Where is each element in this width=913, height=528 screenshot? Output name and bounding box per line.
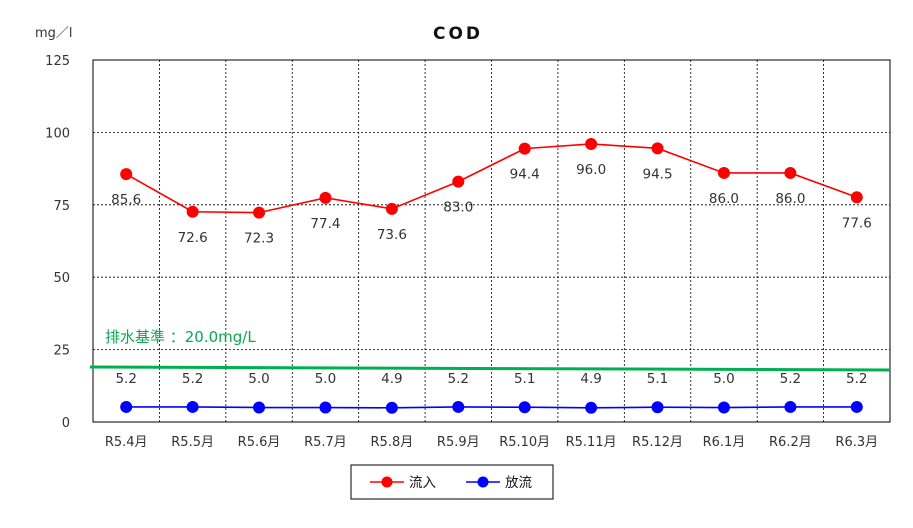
data-label: 5.2 [115,371,136,387]
data-point [120,400,133,413]
data-label: 77.4 [310,216,340,232]
data-label: 5.0 [315,371,336,387]
data-label: 73.6 [377,227,407,243]
data-label: 94.4 [510,167,540,183]
effluent-standard-label: 排水基準 ：20.0mg/L [105,328,256,346]
reference-line-group: 排水基準 ：20.0mg/L [89,328,891,372]
data-point [651,401,664,414]
data-label: 96.0 [576,162,606,178]
data-point [385,202,398,215]
y-axis-ticks: 0 25 50 75 100 125 [45,54,70,431]
data-label: 77.6 [842,215,872,231]
data-point [452,175,465,188]
x-tick-label: R6.1月 [703,435,746,450]
effluent-standard-line [89,365,891,372]
data-point [585,401,598,414]
series-line-inflow [125,143,858,214]
data-label: 5.2 [780,371,801,387]
data-label: 5.1 [514,371,535,387]
data-point [651,142,664,155]
legend-label: 放流 [505,475,533,491]
data-point [253,401,266,414]
data-point [518,142,531,155]
data-point [186,205,199,218]
y-tick-label: 50 [53,271,70,286]
data-point [784,400,797,413]
data-label: 72.6 [178,230,208,246]
x-tick-label: R5.10月 [499,435,550,450]
data-point [585,137,598,150]
x-tick-label: R5.7月 [304,435,347,450]
data-label: 5.0 [713,371,734,387]
legend: 流入 放流 [350,464,554,500]
y-tick-label: 125 [45,54,70,69]
legend-label: 流入 [409,475,436,491]
y-tick-label: 0 [62,416,70,431]
data-label: 5.2 [846,371,867,387]
data-point [319,191,332,204]
x-tick-label: R6.2月 [769,435,812,450]
legend-swatch-marker [381,476,393,488]
x-tick-label: R5.11月 [566,435,617,450]
data-point [850,400,863,413]
series-line-outflow [126,406,857,409]
data-label: 4.9 [381,371,402,387]
data-label: 5.2 [448,371,469,387]
data-label: 5.0 [248,371,269,387]
x-tick-label: R5.5月 [171,435,214,450]
data-label: 5.2 [182,371,203,387]
data-point [452,400,465,413]
y-tick-label: 100 [45,126,70,141]
legend-swatch-marker [477,476,489,488]
y-unit-label: mg／l [35,26,73,41]
data-label: 86.0 [775,191,805,207]
data-point [784,166,797,179]
x-tick-label: R5.12月 [632,435,683,450]
data-label: 5.1 [647,371,668,387]
data-label: 72.3 [244,231,274,247]
data-label: 83.0 [443,200,473,216]
x-tick-label: R5.8月 [371,435,414,450]
data-point [186,400,199,413]
data-point [385,401,398,414]
data-point [850,191,863,204]
x-tick-label: R6.3月 [835,435,878,450]
chart-title: COD [433,24,483,44]
data-label: 85.6 [111,192,141,208]
data-point [717,166,730,179]
plot-grid [92,59,891,423]
data-point [319,401,332,414]
x-tick-label: R5.6月 [238,435,281,450]
x-tick-label: R5.9月 [437,435,480,450]
data-point [120,168,133,181]
data-label: 94.5 [643,166,673,182]
data-point [518,401,531,414]
y-tick-label: 25 [53,344,70,359]
series-group: 85.6 72.6 72.3 77.4 73.6 83.0 94.4 96.0 94.5 86.0… [111,137,872,414]
data-label: 86.0 [709,191,739,207]
data-label: 4.9 [580,371,601,387]
y-tick-label: 75 [53,199,70,214]
data-point [717,401,730,414]
x-axis-ticks: R5.4月 R5.5月 R5.6月 R5.7月 R5.8月 R5.9月 R5.10月 R5.1… [105,435,878,450]
x-tick-label: R5.4月 [105,435,148,450]
data-point [253,206,266,219]
